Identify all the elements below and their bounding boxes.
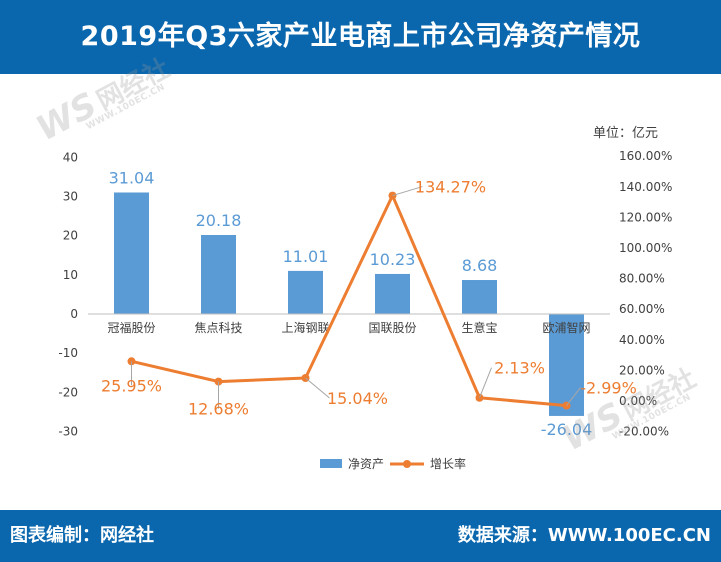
left-axis: 40 30 20 10 0 -10 -20 -30: [58, 150, 78, 438]
growth-line: [131, 194, 567, 408]
legend: 净资产 增长率: [320, 456, 466, 471]
line-data-label: 134.27%: [415, 178, 486, 197]
footer-credit: 图表编制：网经社: [10, 525, 154, 546]
right-axis: 160.00% 140.00% 120.00% 100.00% 80.00% 60.00%…: [619, 149, 672, 438]
bar-data-label: 11.01: [283, 247, 329, 266]
category-label: 国联股份: [368, 321, 416, 335]
bar: [375, 273, 410, 314]
legend-swatch-bar: [320, 459, 342, 468]
legend-label: 净资产: [348, 457, 384, 471]
left-axis-tick: 30: [63, 190, 78, 204]
left-axis-tick: -20: [58, 385, 78, 399]
right-axis-tick: 140.00%: [619, 180, 672, 194]
bar: [114, 192, 149, 314]
footer-source: 数据来源：WWW.100EC.CN: [457, 525, 711, 546]
bar-data-label: 31.04: [109, 168, 155, 187]
bar-data-label: -26.04: [541, 420, 593, 439]
right-axis-tick: 80.00%: [619, 272, 665, 286]
legend-swatch-marker: [403, 460, 411, 468]
right-axis-tick: 100.00%: [619, 241, 672, 255]
category-label: 上海钢联: [281, 320, 329, 335]
line-data-label: 25.95%: [101, 376, 162, 395]
line-data-label: 15.04%: [327, 389, 388, 408]
line-data-label: 2.13%: [494, 359, 545, 378]
bar-data-label: 20.18: [196, 211, 242, 230]
left-axis-tick: 20: [63, 229, 78, 243]
category-label: 冠福股份: [107, 320, 155, 335]
right-axis-tick: 20.00%: [619, 363, 665, 377]
left-axis-tick: 10: [63, 268, 78, 282]
bar-series: 31.04 20.18 11.01 10.23 8.68 -26.04: [109, 168, 593, 438]
right-axis-tick: 160.00%: [619, 149, 672, 163]
line-data-label: 12.68%: [188, 400, 249, 419]
line-series: 25.95% 12.68% 15.04% 134.27% 2.13% -2.99%: [101, 178, 637, 419]
left-axis-tick: 0: [70, 307, 78, 321]
category-labels: 冠福股份 焦点科技 上海钢联 国联股份 生意宝 欧浦智网: [107, 320, 590, 335]
footer-bar: [0, 510, 721, 562]
label-leader: [392, 186, 423, 197]
combo-chart: 40 30 20 10 0 -10 -20 -30 160.00% 140.00% 120.00%…: [58, 149, 672, 471]
legend-label: 增长率: [430, 456, 466, 471]
right-axis-tick: 40.00%: [619, 333, 665, 347]
bar: [201, 234, 236, 314]
bar: [288, 270, 323, 314]
left-axis-tick: -30: [58, 424, 78, 438]
bar: [549, 314, 584, 416]
unit-label: 单位：亿元: [593, 126, 659, 141]
bar: [462, 280, 497, 314]
header-bar: [0, 0, 721, 74]
label-leader: [479, 367, 492, 398]
label-leader: [305, 377, 330, 399]
right-axis-tick: -20.00%: [619, 425, 669, 439]
bar-data-label: 10.23: [370, 250, 416, 269]
category-label: 欧浦智网: [542, 320, 590, 335]
bar-data-label: 8.68: [462, 256, 498, 275]
left-axis-tick: -10: [58, 346, 78, 360]
label-leader: [566, 387, 581, 406]
line-data-label: -2.99%: [580, 379, 637, 398]
right-axis-tick: 60.00%: [619, 302, 665, 316]
chart-title: 2019年Q3六家产业电商上市公司净资产情况: [80, 21, 641, 52]
category-label: 焦点科技: [194, 321, 242, 335]
right-axis-tick: 0.00%: [619, 394, 657, 408]
right-axis-tick: 120.00%: [619, 210, 672, 224]
left-axis-tick: 40: [63, 150, 78, 164]
category-label: 生意宝: [461, 320, 497, 335]
